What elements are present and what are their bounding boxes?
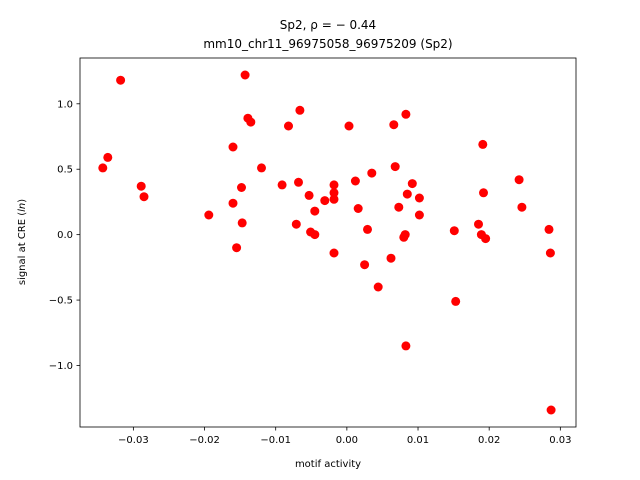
- scatter-point-54: [481, 234, 491, 244]
- y-tick-label-3: 0.5: [57, 165, 73, 176]
- y-tick-label-2: 0.0: [57, 230, 73, 241]
- scatter-point-16: [284, 121, 293, 131]
- x-tick-label-5: 0.02: [478, 435, 500, 446]
- scatter-point-53: [479, 188, 488, 198]
- y-axis-label-variable: ln: [17, 203, 28, 212]
- scatter-point-37: [389, 120, 399, 130]
- scatter-point-15: [277, 180, 287, 190]
- x-tick-label-2: −0.01: [260, 435, 291, 446]
- scatter-point-5: [204, 210, 214, 220]
- chart-title-line1: Sp2, ρ = − 0.44: [280, 18, 376, 32]
- scatter-point-50: [474, 219, 483, 229]
- scatter-point-24: [320, 196, 330, 206]
- scatter-point-28: [329, 248, 339, 258]
- scatter-point-41: [400, 230, 410, 240]
- x-tick-label-3: 0.00: [336, 435, 358, 446]
- scatter-point-23: [310, 206, 320, 216]
- scatter-point-38: [390, 162, 400, 172]
- x-axis-ticks: −0.03 −0.02 −0.01 0.00 0.01 0.02 0.03: [118, 427, 571, 446]
- scatter-points: [98, 70, 556, 415]
- scatter-point-20: [304, 190, 314, 200]
- scatter-point-14: [257, 163, 266, 173]
- y-tick-label-4: 1.0: [57, 99, 73, 110]
- scatter-point-17: [291, 219, 301, 229]
- scatter-point-8: [232, 243, 242, 253]
- scatter-point-29: [344, 121, 354, 131]
- scatter-point-25: [329, 180, 339, 190]
- scatter-point-10: [237, 218, 247, 228]
- x-tick-label-0: −0.03: [118, 435, 149, 446]
- scatter-point-45: [407, 179, 417, 189]
- y-axis-label-suffix: ): [17, 199, 28, 203]
- scatter-point-13: [246, 117, 256, 127]
- scatter-point-36: [386, 253, 396, 263]
- scatter-point-34: [367, 168, 377, 178]
- scatter-point-52: [478, 139, 488, 149]
- scatter-point-47: [414, 210, 424, 220]
- y-tick-label-1: −0.5: [49, 296, 73, 307]
- scatter-point-32: [360, 260, 370, 270]
- scatter-point-49: [451, 296, 461, 306]
- scatter-point-3: [136, 181, 146, 191]
- scatter-point-4: [139, 192, 149, 202]
- scatter-point-9: [237, 183, 246, 192]
- chart-title-line2: mm10_chr11_96975058_96975209 (Sp2): [203, 37, 452, 51]
- scatter-point-42: [401, 109, 411, 119]
- scatter-point-19: [295, 105, 305, 115]
- y-tick-label-0: −1.0: [49, 361, 73, 372]
- scatter-point-33: [363, 224, 372, 234]
- y-axis-label-prefix: signal at CRE (: [17, 212, 28, 285]
- scatter-point-56: [517, 202, 527, 212]
- scatter-point-31: [353, 204, 363, 213]
- scatter-point-2: [116, 75, 126, 85]
- scatter-point-57: [544, 224, 554, 234]
- scatter-point-46: [414, 193, 424, 203]
- scatter-point-0: [98, 163, 108, 173]
- scatter-point-44: [401, 341, 411, 351]
- scatter-point-6: [228, 142, 238, 152]
- x-tick-label-6: 0.03: [549, 435, 571, 446]
- scatter-point-1: [103, 152, 113, 162]
- scatter-point-43: [402, 189, 412, 199]
- scatter-point-22: [310, 230, 320, 240]
- y-axis-label: signal at CRE (ln): [17, 199, 28, 285]
- scatter-point-7: [228, 198, 238, 208]
- scatter-point-18: [294, 177, 303, 187]
- scatter-point-26: [329, 188, 339, 198]
- scatter-point-58: [545, 248, 555, 258]
- scatter-point-55: [514, 175, 524, 185]
- scatter-point-39: [394, 202, 404, 212]
- plot-area-frame: [79, 57, 577, 428]
- scatter-point-11: [240, 70, 250, 80]
- x-tick-label-1: −0.02: [189, 435, 220, 446]
- scatter-point-48: [449, 226, 459, 236]
- scatter-point-27: [329, 194, 339, 204]
- scatter-point-35: [373, 282, 383, 292]
- y-axis-ticks: −1.0 −0.5 0.0 0.5 1.0: [49, 99, 80, 372]
- x-axis-label: motif activity: [295, 459, 361, 470]
- x-tick-label-4: 0.01: [407, 435, 429, 446]
- scatter-point-59: [546, 405, 556, 415]
- scatter-point-30: [350, 176, 360, 186]
